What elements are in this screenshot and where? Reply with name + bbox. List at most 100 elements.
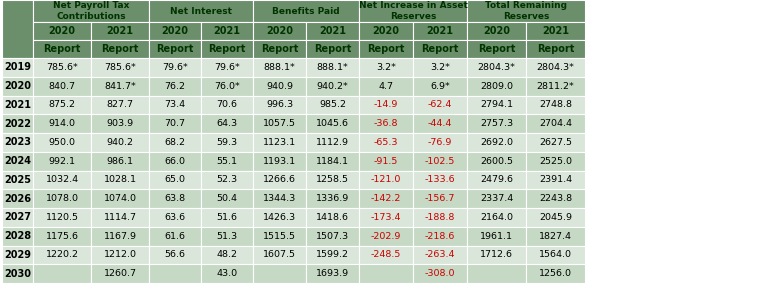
Text: 2020: 2020 — [266, 26, 293, 36]
Bar — [526, 133, 585, 152]
Text: 1193.1: 1193.1 — [263, 157, 296, 166]
Text: 2243.8: 2243.8 — [539, 194, 572, 203]
Bar — [201, 227, 253, 245]
Bar — [467, 58, 526, 77]
Text: 2021: 2021 — [319, 26, 346, 36]
Text: 1112.9: 1112.9 — [316, 138, 349, 147]
Bar — [467, 245, 526, 264]
Bar — [91, 22, 149, 40]
Text: 2022: 2022 — [4, 119, 31, 129]
Bar — [253, 133, 306, 152]
Bar — [149, 95, 201, 114]
Bar — [359, 22, 413, 40]
Bar — [413, 264, 467, 283]
Bar — [33, 152, 91, 170]
Bar — [526, 227, 585, 245]
Bar — [91, 189, 149, 208]
Text: 875.2: 875.2 — [49, 100, 75, 109]
Bar — [149, 208, 201, 227]
Text: 2704.4: 2704.4 — [539, 119, 572, 128]
Bar — [253, 189, 306, 208]
Bar — [253, 245, 306, 264]
Bar — [33, 95, 91, 114]
Bar — [359, 245, 413, 264]
Text: 2026: 2026 — [4, 194, 31, 203]
Bar — [467, 208, 526, 227]
Bar — [306, 58, 359, 77]
Text: 76.0*: 76.0* — [214, 82, 240, 91]
Text: Total Remaining
Reserves: Total Remaining Reserves — [485, 1, 567, 21]
Bar — [306, 227, 359, 245]
Bar — [467, 152, 526, 170]
Bar — [91, 245, 149, 264]
Text: 2804.3*: 2804.3* — [477, 63, 515, 72]
Bar — [253, 114, 306, 133]
Bar — [2, 208, 33, 227]
Bar — [201, 22, 253, 40]
Bar — [2, 58, 33, 77]
Bar — [306, 152, 359, 170]
Text: 1184.1: 1184.1 — [316, 157, 349, 166]
Text: 1418.6: 1418.6 — [316, 213, 349, 222]
Text: Net Payroll Tax
Contributions: Net Payroll Tax Contributions — [53, 1, 129, 21]
Bar — [413, 40, 467, 58]
Text: -173.4: -173.4 — [370, 213, 401, 222]
Bar — [253, 170, 306, 189]
Text: -133.6: -133.6 — [425, 175, 455, 184]
Bar — [306, 189, 359, 208]
Text: 1078.0: 1078.0 — [45, 194, 79, 203]
Text: 1564.0: 1564.0 — [539, 251, 572, 259]
Bar — [149, 40, 201, 58]
Bar — [359, 189, 413, 208]
Bar — [413, 152, 467, 170]
Text: 2045.9: 2045.9 — [539, 213, 572, 222]
Bar — [201, 189, 253, 208]
Bar — [2, 189, 33, 208]
Text: 2627.5: 2627.5 — [539, 138, 572, 147]
Text: -14.9: -14.9 — [373, 100, 398, 109]
Text: 52.3: 52.3 — [216, 175, 238, 184]
Bar — [413, 58, 467, 77]
Text: 70.6: 70.6 — [216, 100, 237, 109]
Bar — [201, 95, 253, 114]
Bar — [306, 77, 359, 95]
Text: 2804.3*: 2804.3* — [537, 63, 574, 72]
Text: 1344.3: 1344.3 — [263, 194, 296, 203]
Bar — [91, 208, 149, 227]
Bar — [33, 22, 91, 40]
Bar — [33, 133, 91, 152]
Bar — [253, 152, 306, 170]
Text: 996.3: 996.3 — [266, 100, 293, 109]
Text: 1961.1: 1961.1 — [480, 232, 513, 241]
Bar — [33, 208, 91, 227]
Text: 2023: 2023 — [4, 137, 31, 147]
Text: 2021: 2021 — [4, 100, 31, 110]
Bar — [413, 95, 467, 114]
Bar — [526, 152, 585, 170]
Text: 1123.1: 1123.1 — [263, 138, 296, 147]
Text: 2525.0: 2525.0 — [539, 157, 572, 166]
Text: 2025: 2025 — [4, 175, 31, 185]
Bar — [253, 0, 359, 22]
Text: 888.1*: 888.1* — [263, 63, 296, 72]
Bar — [91, 264, 149, 283]
Text: -62.4: -62.4 — [428, 100, 452, 109]
Bar — [306, 208, 359, 227]
Bar — [2, 114, 33, 133]
Bar — [91, 170, 149, 189]
Text: 950.0: 950.0 — [49, 138, 75, 147]
Text: 2020: 2020 — [49, 26, 75, 36]
Bar — [149, 114, 201, 133]
Text: Net Increase in Asset
Reserves: Net Increase in Asset Reserves — [359, 1, 467, 21]
Bar — [253, 95, 306, 114]
Bar — [149, 133, 201, 152]
Bar — [413, 245, 467, 264]
Bar — [253, 22, 306, 40]
Bar — [359, 114, 413, 133]
Text: 3.2*: 3.2* — [376, 63, 396, 72]
Bar — [201, 40, 253, 58]
Text: -44.4: -44.4 — [428, 119, 452, 128]
Text: 841.7*: 841.7* — [104, 82, 136, 91]
Bar — [526, 95, 585, 114]
Text: 1515.5: 1515.5 — [263, 232, 296, 241]
